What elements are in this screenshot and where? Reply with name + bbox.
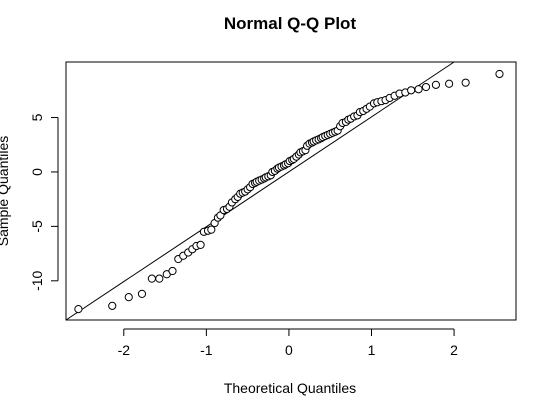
- sample-point: [124, 293, 133, 302]
- sample-point: [445, 79, 454, 88]
- sample-point: [407, 86, 416, 95]
- sample-point: [196, 240, 205, 249]
- sample-point: [74, 305, 83, 314]
- y-axis-label: Sample Quantiles: [0, 136, 11, 247]
- y-tick-label: 5: [29, 113, 45, 121]
- sample-point: [168, 266, 177, 276]
- y-tick-label: -10: [29, 270, 45, 290]
- chart-title: Normal Q-Q Plot: [224, 14, 357, 33]
- x-tick-label: 0: [285, 342, 293, 358]
- y-tick-label: -5: [29, 220, 45, 233]
- x-tick-label: -1: [200, 342, 213, 358]
- reference-line: [65, 61, 455, 321]
- plot-frame: [65, 61, 517, 321]
- sample-point: [108, 301, 117, 310]
- sample-point: [207, 225, 216, 234]
- sample-point: [421, 82, 431, 92]
- plot-layer: -2 -1 0 1 2-10-505: [29, 61, 517, 358]
- x-tick-label: -2: [118, 342, 131, 358]
- y-axis-label-group: Sample Quantiles: [0, 136, 11, 247]
- sample-point: [155, 274, 164, 283]
- y-tick-label: 0: [29, 168, 45, 176]
- sample-point: [137, 289, 147, 298]
- sample-point: [431, 80, 441, 89]
- plot-title-group: Normal Q-Q Plot: [224, 14, 357, 33]
- sample-point: [147, 274, 156, 283]
- x-tick-label: 2: [450, 342, 458, 358]
- x-tick-label: 1: [368, 342, 376, 358]
- sample-point: [414, 85, 423, 94]
- sample-point: [495, 69, 504, 79]
- x-axis-label: Theoretical Quantiles: [224, 380, 356, 396]
- sample-point: [461, 78, 470, 87]
- x-axis-label-group: Theoretical Quantiles: [224, 380, 356, 396]
